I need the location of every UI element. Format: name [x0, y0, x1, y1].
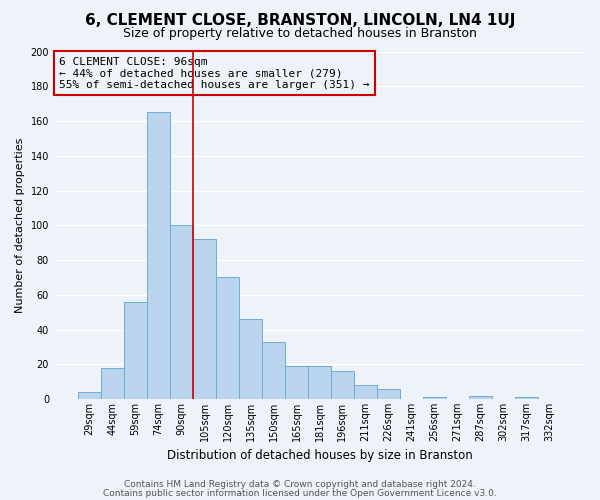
Bar — [101, 368, 124, 399]
Text: Size of property relative to detached houses in Branston: Size of property relative to detached ho… — [123, 28, 477, 40]
Bar — [193, 239, 216, 399]
Bar — [170, 226, 193, 399]
Bar — [78, 392, 101, 399]
Bar — [354, 385, 377, 399]
Text: Contains HM Land Registry data © Crown copyright and database right 2024.: Contains HM Land Registry data © Crown c… — [124, 480, 476, 489]
Bar — [216, 278, 239, 399]
Bar — [285, 366, 308, 399]
Text: Contains public sector information licensed under the Open Government Licence v3: Contains public sector information licen… — [103, 488, 497, 498]
Y-axis label: Number of detached properties: Number of detached properties — [15, 138, 25, 313]
Bar — [515, 398, 538, 399]
Bar — [147, 112, 170, 399]
Text: 6 CLEMENT CLOSE: 96sqm
← 44% of detached houses are smaller (279)
55% of semi-de: 6 CLEMENT CLOSE: 96sqm ← 44% of detached… — [59, 56, 370, 90]
Bar — [262, 342, 285, 399]
Bar — [423, 398, 446, 399]
Bar — [308, 366, 331, 399]
Bar — [124, 302, 147, 399]
Bar — [469, 396, 492, 399]
Bar — [377, 388, 400, 399]
Text: 6, CLEMENT CLOSE, BRANSTON, LINCOLN, LN4 1UJ: 6, CLEMENT CLOSE, BRANSTON, LINCOLN, LN4… — [85, 12, 515, 28]
X-axis label: Distribution of detached houses by size in Branston: Distribution of detached houses by size … — [167, 450, 472, 462]
Bar — [331, 371, 354, 399]
Bar — [239, 319, 262, 399]
